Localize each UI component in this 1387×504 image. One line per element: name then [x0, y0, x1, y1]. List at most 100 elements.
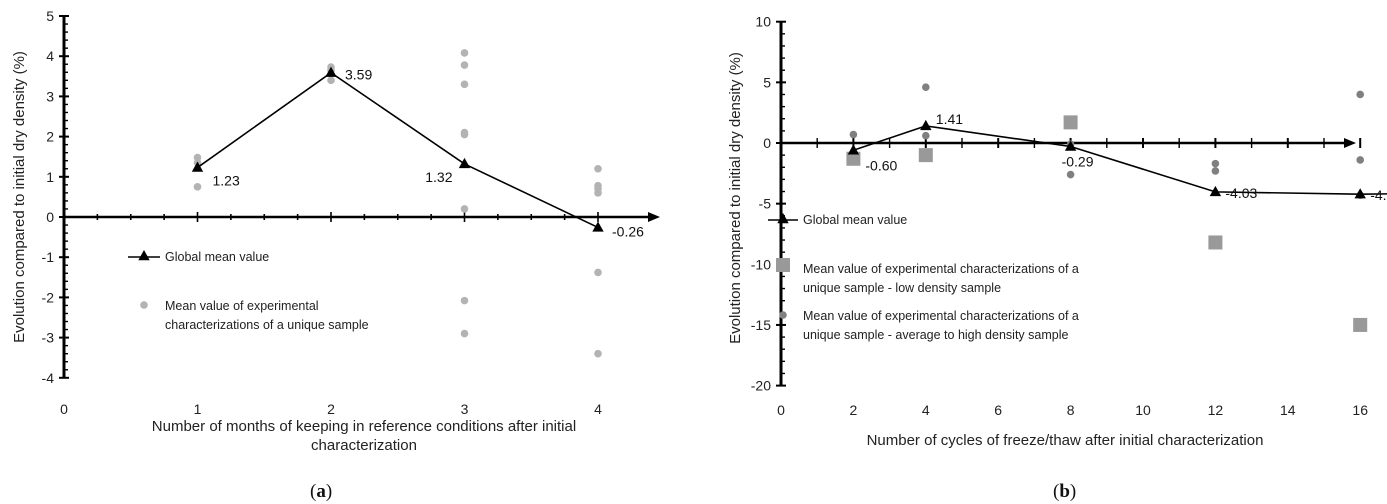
x-tick-label: 3: [461, 401, 469, 417]
y-axis-title: Evolution compared to initial dry densit…: [727, 52, 744, 344]
legend-triangle-swatch: [777, 213, 789, 224]
global-mean-point: [592, 221, 604, 232]
y-tick-label: 5: [763, 74, 771, 90]
y-tick-label: -2: [42, 289, 55, 305]
data-label: -0.29: [1062, 154, 1094, 170]
y-tick-label: -10: [751, 256, 771, 272]
data-label: 1.23: [213, 173, 240, 189]
panel-label-letter: a: [316, 481, 326, 502]
x-axis-arrow: [1344, 138, 1356, 148]
y-tick-label: 2: [46, 129, 54, 145]
data-label: 1.41: [936, 111, 963, 127]
global-mean-line: [197, 71, 599, 229]
y-tick-label: -3: [42, 330, 55, 346]
x-tick-label: 6: [994, 402, 1002, 418]
y-tick-label: -20: [751, 378, 771, 394]
panel-label-open: (: [310, 481, 316, 502]
x-tick-label: 10: [1135, 402, 1151, 418]
y-tick-label: 10: [755, 14, 771, 30]
low-density-point: [1353, 317, 1368, 332]
low-density-point: [1208, 235, 1223, 250]
data-label: 1.32: [425, 169, 452, 185]
legend-circle-swatch: [140, 301, 148, 309]
data-label: -0.26: [612, 223, 644, 239]
x-axis-arrow: [648, 212, 660, 222]
data-label: -0.60: [865, 157, 897, 173]
sample-point: [460, 49, 469, 57]
sample-point: [594, 189, 602, 197]
legend-entry-line: characterizations of a unique sample: [165, 318, 369, 332]
sample-point: [460, 130, 469, 139]
high-density-point: [922, 83, 930, 92]
global-mean-point: [1064, 140, 1077, 151]
low-density-point: [1063, 115, 1078, 130]
sample-point: [460, 80, 469, 89]
y-tick-label: -4: [42, 370, 55, 386]
y-tick-label: -15: [751, 317, 771, 333]
global-mean-point: [847, 144, 860, 155]
panel-label-close: ): [1070, 481, 1076, 502]
x-tick-label: 14: [1280, 402, 1296, 418]
x-tick-label: 0: [60, 401, 68, 417]
legend-triangle-swatch: [138, 250, 150, 261]
data-label: 3.59: [345, 67, 372, 83]
panel-label-a: (a): [310, 481, 332, 502]
x-axis-title-line: characterization: [311, 437, 417, 454]
y-axis-title: Evolution compared to initial dry densit…: [11, 51, 28, 343]
sample-point: [460, 296, 469, 305]
sample-point: [594, 268, 602, 277]
chart-a: -4 -3 -2 -1 0 1 2 3 4 5 0 1 2 3 4 Evolution compared to…: [11, 8, 660, 502]
x-tick-label: 4: [594, 401, 602, 417]
panel-label-letter: b: [1059, 481, 1070, 502]
x-tick-label: 0: [777, 402, 785, 418]
low-density-point: [918, 148, 933, 163]
x-tick-label: 16: [1352, 402, 1368, 418]
sample-point: [327, 76, 335, 85]
legend-entry-line: Mean value of experimental characterizat…: [803, 262, 1079, 276]
legend-entry-line: Mean value of experimental characterizat…: [803, 309, 1079, 323]
high-density-point: [922, 131, 930, 140]
legend-entry: Global mean value: [165, 250, 269, 264]
sample-point: [594, 349, 602, 358]
y-tick-label: 1: [46, 169, 54, 185]
legend-entry: Global mean value: [803, 213, 907, 227]
x-axis-title-line: Number of cycles of freeze/thaw after in…: [867, 432, 1264, 449]
global-mean-point: [1354, 188, 1366, 199]
global-mean-point: [458, 157, 471, 169]
data-label: -4.03: [1225, 185, 1257, 201]
y-tick-label: 0: [46, 209, 54, 225]
high-density-point: [1211, 167, 1220, 175]
global-mean-point: [325, 66, 337, 77]
legend-circle-swatch: [779, 311, 787, 319]
x-tick-label: 1: [194, 401, 202, 417]
legend-square-swatch: [776, 258, 790, 272]
x-tick-label: 4: [922, 402, 930, 418]
high-density-point: [1356, 156, 1364, 164]
high-density-point: [1066, 170, 1075, 179]
x-axis-title-line: Number of months of keeping in reference…: [152, 418, 576, 435]
low-density-point: [846, 151, 861, 166]
high-density-point: [1211, 159, 1220, 168]
y-tick-label: 0: [763, 135, 771, 151]
y-tick-label: -1: [42, 249, 55, 265]
data-label: -4.22: [1370, 187, 1387, 203]
high-density-point: [1356, 90, 1364, 99]
y-tick-label: -5: [759, 196, 772, 212]
global-mean-point: [191, 161, 204, 172]
sample-point: [193, 153, 202, 162]
x-tick-label: 8: [1067, 402, 1075, 418]
chart-b: -20-15-10-5051002468101214161820Evolutio…: [727, 14, 1387, 502]
legend-entry-line: Mean value of experimental: [165, 299, 319, 313]
sample-point: [460, 329, 469, 338]
high-density-point: [849, 130, 858, 139]
sample-point: [460, 61, 469, 69]
x-tick-label: 2: [327, 401, 335, 417]
x-tick-label: 12: [1208, 402, 1224, 418]
sample-point: [193, 183, 202, 191]
panel-label-b: (b): [1053, 481, 1076, 502]
global-mean-point: [920, 119, 932, 131]
y-tick-label: 5: [46, 8, 54, 24]
global-mean-line: [853, 125, 1387, 195]
legend-entry-line: unique sample - low density sample: [803, 281, 1001, 295]
